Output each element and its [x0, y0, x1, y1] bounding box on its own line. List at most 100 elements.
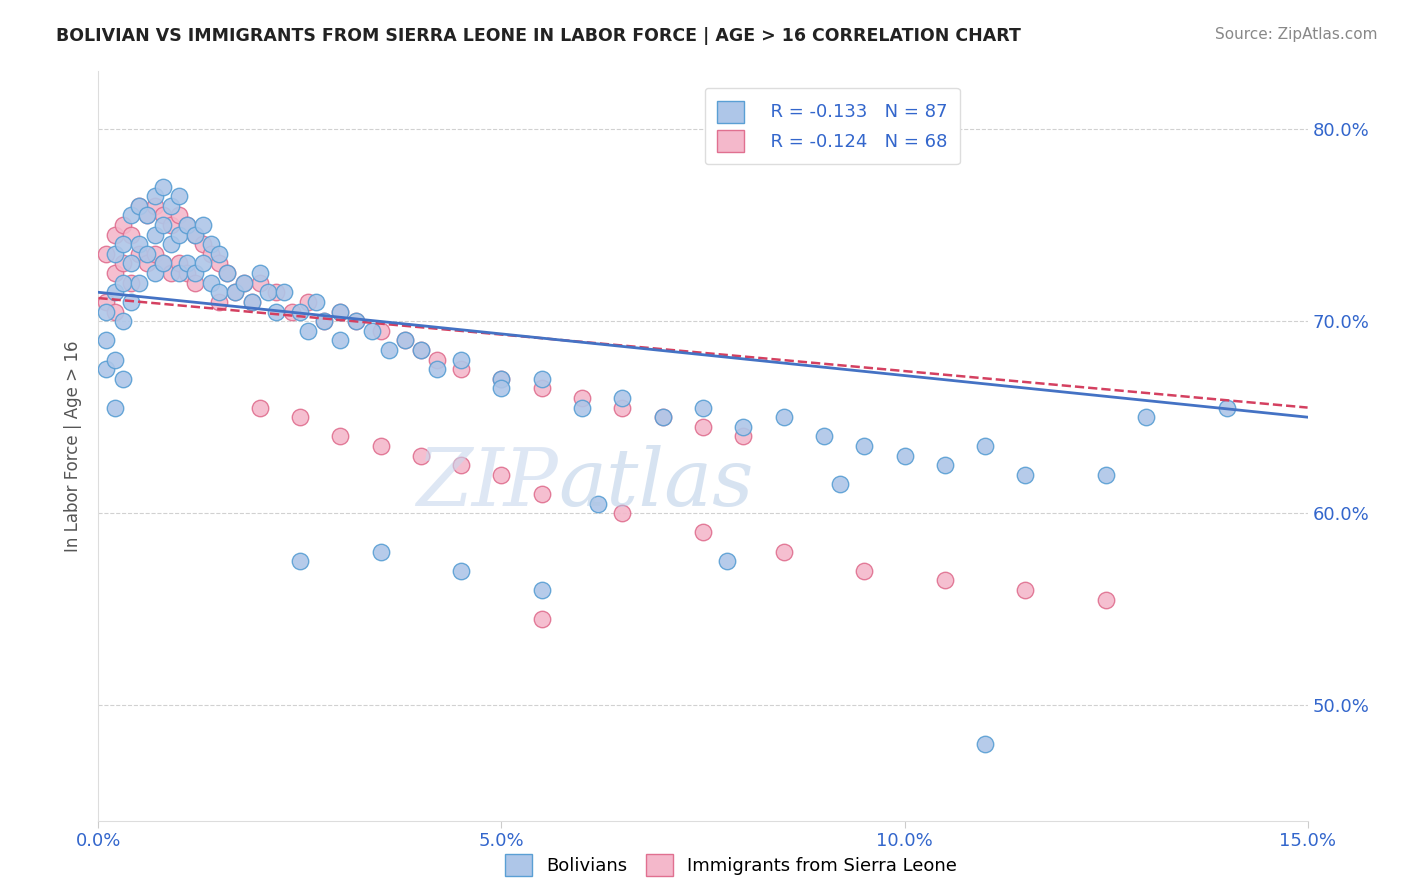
Point: [281, 304, 304, 318]
Point: [111, 218, 134, 232]
Point: [264, 285, 287, 300]
Point: [1095, 592, 1118, 607]
Point: [120, 209, 142, 223]
Point: [733, 419, 755, 434]
Point: [224, 285, 246, 300]
Point: [103, 352, 125, 367]
Point: [370, 544, 392, 558]
Point: [612, 401, 634, 415]
Point: [111, 372, 134, 386]
Point: [934, 458, 956, 473]
Point: [491, 381, 513, 395]
Point: [111, 237, 134, 252]
Point: [692, 419, 714, 434]
Point: [160, 266, 183, 280]
Point: [370, 324, 392, 338]
Legend:   R = -0.133   N = 87,   R = -0.124   N = 68: R = -0.133 N = 87, R = -0.124 N = 68: [704, 88, 960, 164]
Point: [103, 401, 125, 415]
Point: [167, 189, 190, 203]
Point: [167, 256, 190, 270]
Point: [111, 276, 134, 290]
Point: [772, 410, 794, 425]
Point: [160, 218, 183, 232]
Point: [128, 276, 150, 290]
Point: [329, 334, 352, 348]
Point: [329, 304, 352, 318]
Point: [143, 189, 166, 203]
Point: [426, 362, 449, 376]
Point: [828, 477, 851, 491]
Point: [249, 276, 271, 290]
Point: [176, 218, 198, 232]
Text: Source: ZipAtlas.com: Source: ZipAtlas.com: [1215, 27, 1378, 42]
Point: [249, 266, 271, 280]
Point: [103, 304, 125, 318]
Point: [128, 247, 150, 261]
Point: [426, 352, 449, 367]
Point: [120, 227, 142, 242]
Point: [224, 285, 246, 300]
Point: [176, 266, 198, 280]
Point: [184, 227, 207, 242]
Point: [152, 218, 174, 232]
Point: [167, 266, 190, 280]
Point: [314, 314, 336, 328]
Point: [377, 343, 399, 357]
Point: [208, 294, 231, 309]
Point: [716, 554, 738, 568]
Point: [361, 324, 384, 338]
Point: [288, 304, 311, 318]
Point: [120, 294, 142, 309]
Point: [160, 199, 183, 213]
Point: [120, 256, 142, 270]
Point: [288, 554, 311, 568]
Point: [1095, 467, 1118, 482]
Point: [200, 276, 222, 290]
Point: [152, 256, 174, 270]
Point: [772, 544, 794, 558]
Point: [394, 334, 416, 348]
Point: [240, 294, 263, 309]
Point: [143, 266, 166, 280]
Point: [176, 218, 198, 232]
Point: [208, 256, 231, 270]
Point: [103, 285, 125, 300]
Point: [128, 237, 150, 252]
Point: [256, 285, 278, 300]
Point: [128, 199, 150, 213]
Legend: Bolivians, Immigrants from Sierra Leone: Bolivians, Immigrants from Sierra Leone: [498, 847, 965, 883]
Point: [651, 410, 673, 425]
Point: [208, 285, 231, 300]
Point: [1014, 467, 1036, 482]
Point: [1216, 401, 1239, 415]
Y-axis label: In Labor Force | Age > 16: In Labor Force | Age > 16: [65, 340, 83, 552]
Point: [409, 343, 432, 357]
Point: [344, 314, 367, 328]
Point: [135, 247, 157, 261]
Point: [143, 227, 166, 242]
Text: atlas: atlas: [558, 445, 754, 522]
Point: [1135, 410, 1157, 425]
Point: [135, 209, 157, 223]
Point: [193, 237, 215, 252]
Point: [974, 737, 997, 751]
Point: [297, 294, 319, 309]
Point: [586, 497, 609, 511]
Point: [217, 266, 239, 280]
Point: [571, 401, 593, 415]
Point: [103, 227, 125, 242]
Point: [530, 583, 553, 598]
Point: [853, 439, 876, 453]
Point: [208, 247, 231, 261]
Point: [491, 372, 513, 386]
Point: [530, 612, 553, 626]
Point: [1014, 583, 1036, 598]
Point: [264, 304, 287, 318]
Text: ZIP: ZIP: [416, 445, 558, 522]
Point: [305, 294, 328, 309]
Point: [297, 324, 319, 338]
Point: [96, 334, 118, 348]
Point: [160, 237, 183, 252]
Point: [111, 256, 134, 270]
Point: [120, 276, 142, 290]
